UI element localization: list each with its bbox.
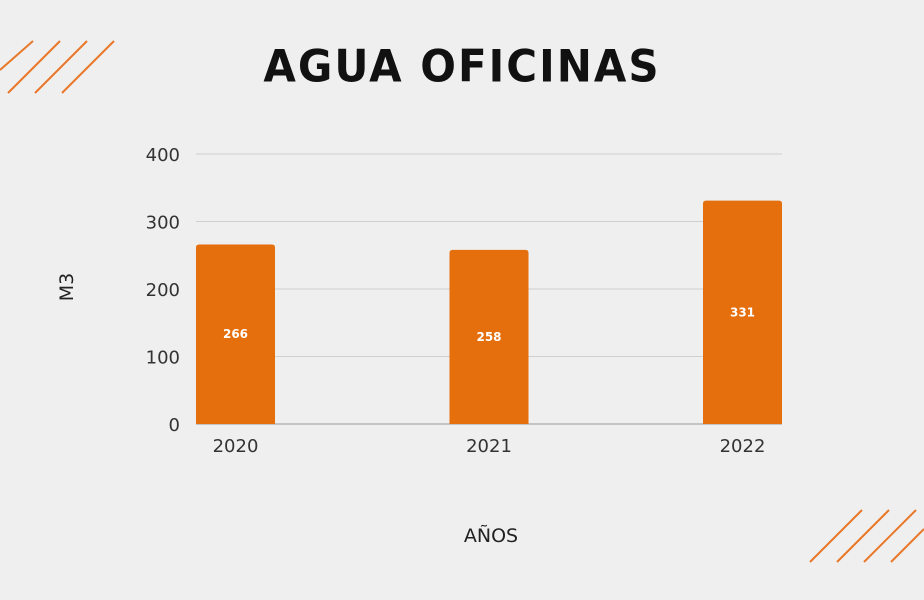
bar-2022 bbox=[703, 200, 782, 424]
y-tick-label: 100 bbox=[146, 348, 180, 369]
y-tick-label: 300 bbox=[146, 213, 180, 234]
bar-value-label: 258 bbox=[476, 330, 501, 344]
y-tick-labels: 0 100 200 300 400 bbox=[146, 145, 180, 436]
x-tick-label: 2020 bbox=[213, 436, 259, 457]
bars: 266 258 331 bbox=[196, 200, 782, 424]
bar-2020 bbox=[196, 244, 275, 424]
stripes-decoration-bottom-right bbox=[809, 509, 924, 563]
stripes-decoration-top-left bbox=[0, 40, 115, 94]
x-tick-label: 2021 bbox=[466, 436, 512, 457]
x-tick-labels: 2020 2021 2022 bbox=[213, 436, 766, 457]
y-tick-label: 200 bbox=[146, 280, 180, 301]
y-tick-label: 0 bbox=[169, 415, 180, 436]
bar-value-label: 266 bbox=[223, 327, 248, 341]
y-axis-label: M3 bbox=[56, 273, 78, 301]
y-tick-label: 400 bbox=[146, 145, 180, 166]
bar-value-label: 331 bbox=[730, 305, 755, 319]
x-tick-label: 2022 bbox=[720, 436, 766, 457]
bar-2021 bbox=[449, 249, 529, 424]
chart-title: AGUA OFICINAS bbox=[263, 40, 661, 93]
x-axis-label: AÑOS bbox=[464, 524, 518, 547]
